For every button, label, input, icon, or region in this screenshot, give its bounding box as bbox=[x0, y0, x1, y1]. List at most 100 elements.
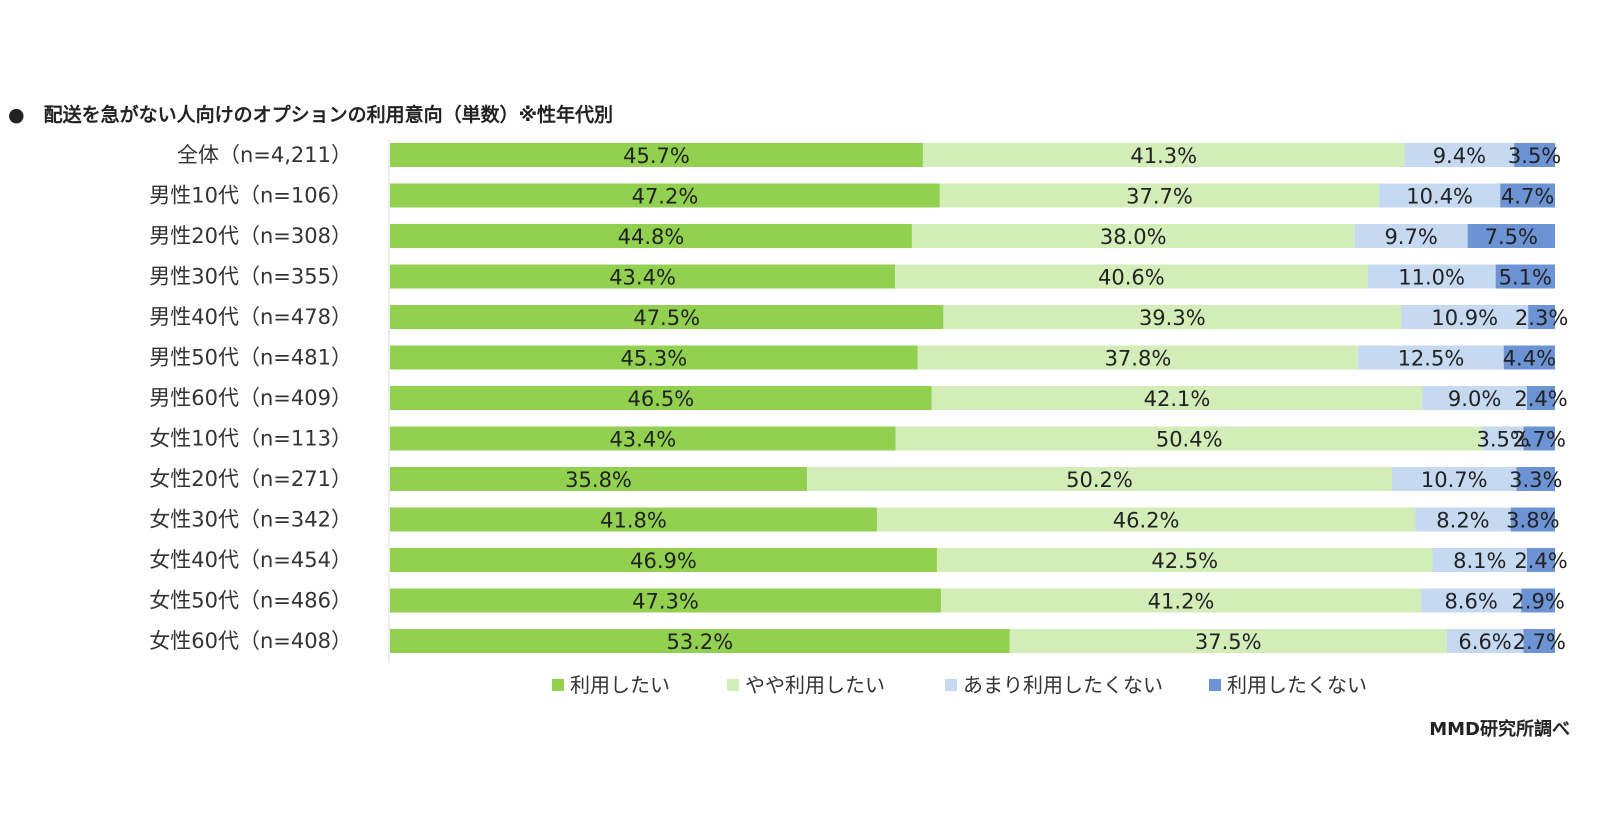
bar-segment bbox=[1510, 507, 1555, 532]
value-label: 5.1% bbox=[1499, 266, 1552, 290]
bar-segment bbox=[1528, 305, 1555, 329]
value-label: 45.3% bbox=[621, 347, 688, 371]
bar-segment bbox=[1379, 183, 1501, 208]
bar-segment bbox=[1391, 467, 1517, 491]
value-label: 50.2% bbox=[1066, 468, 1133, 492]
bar-segment bbox=[1516, 467, 1555, 491]
bar-segment bbox=[390, 305, 944, 329]
bar-segment bbox=[1503, 345, 1555, 370]
bar-segment bbox=[943, 305, 1402, 329]
bar-segment bbox=[1401, 305, 1529, 329]
category-label: 女性60代（n=408） bbox=[149, 629, 352, 653]
bar-segment bbox=[1422, 386, 1528, 410]
value-label: 3.3% bbox=[1509, 468, 1562, 492]
legend-label: 利用したくない bbox=[1227, 673, 1367, 697]
legend-swatch bbox=[552, 679, 564, 691]
value-label: 3.8% bbox=[1506, 509, 1559, 533]
value-label: 12.5% bbox=[1398, 347, 1465, 371]
value-label: 6.6% bbox=[1458, 630, 1511, 654]
value-label: 46.2% bbox=[1113, 509, 1180, 533]
value-label: 10.9% bbox=[1431, 306, 1498, 330]
bar-segment bbox=[807, 467, 1392, 491]
bar-segment bbox=[390, 467, 808, 491]
category-label: 全体（n=4,211） bbox=[177, 143, 352, 167]
bar-segment bbox=[922, 143, 1405, 167]
bar-segment bbox=[1500, 183, 1555, 208]
value-label: 46.5% bbox=[628, 387, 695, 411]
legend-swatch bbox=[1209, 679, 1221, 691]
value-label: 41.3% bbox=[1130, 144, 1197, 168]
bar-segment bbox=[876, 507, 1416, 532]
bar-segment bbox=[1404, 143, 1515, 167]
bar-segment bbox=[390, 143, 923, 167]
value-label: 41.2% bbox=[1148, 590, 1215, 614]
bar-segment bbox=[390, 426, 896, 451]
bar-segment bbox=[390, 386, 932, 410]
value-label: 9.0% bbox=[1448, 387, 1501, 411]
value-label: 9.4% bbox=[1433, 144, 1486, 168]
value-label: 38.0% bbox=[1100, 225, 1167, 249]
value-label: 9.7% bbox=[1384, 225, 1437, 249]
value-label: 10.7% bbox=[1421, 468, 1488, 492]
category-label: 女性40代（n=454） bbox=[149, 548, 352, 572]
bar-segment bbox=[390, 548, 937, 572]
value-label: 42.1% bbox=[1144, 387, 1211, 411]
bar-segment bbox=[917, 345, 1359, 370]
legend-swatch bbox=[727, 679, 739, 691]
bar-segment bbox=[390, 629, 1010, 653]
bar-segment bbox=[1358, 345, 1504, 370]
bar-segment bbox=[1354, 224, 1468, 248]
value-label: 8.1% bbox=[1453, 549, 1506, 573]
value-label: 2.4% bbox=[1514, 549, 1567, 573]
value-label: 47.2% bbox=[632, 185, 699, 209]
value-label: 2.7% bbox=[1513, 630, 1566, 654]
value-label: 42.5% bbox=[1151, 549, 1218, 573]
bar-segment bbox=[936, 548, 1433, 572]
value-label: 4.7% bbox=[1501, 185, 1554, 209]
value-label: 47.5% bbox=[633, 306, 700, 330]
value-label: 7.5% bbox=[1485, 225, 1538, 249]
value-label: 43.4% bbox=[609, 266, 676, 290]
category-label: 男性40代（n=478） bbox=[149, 305, 352, 329]
value-label: 39.3% bbox=[1139, 306, 1206, 330]
category-label: 女性30代（n=342） bbox=[149, 508, 352, 532]
value-label: 43.4% bbox=[609, 428, 676, 452]
value-label: 2.9% bbox=[1511, 590, 1564, 614]
legend-label: やや利用したい bbox=[745, 673, 885, 697]
value-label: 37.5% bbox=[1195, 630, 1262, 654]
value-label: 10.4% bbox=[1406, 185, 1473, 209]
bar-segment bbox=[939, 183, 1380, 208]
value-label: 40.6% bbox=[1098, 266, 1165, 290]
labels-layer: 全体（n=4,211） 45.7% 41.3% 9.4% 3.5% 男性10代（n=106… bbox=[149, 143, 1568, 654]
bar-segment bbox=[1467, 224, 1555, 248]
value-label: 46.9% bbox=[630, 549, 697, 573]
bar-segment bbox=[1527, 548, 1555, 572]
bar-segment bbox=[390, 345, 918, 370]
bar-segment bbox=[1482, 426, 1524, 451]
value-label: 4.4% bbox=[1503, 347, 1556, 371]
bar-segment bbox=[1367, 264, 1496, 289]
bar-segment bbox=[1009, 629, 1447, 653]
bar-segment bbox=[390, 224, 912, 248]
value-label: 8.2% bbox=[1436, 509, 1489, 533]
category-label: 男性50代（n=481） bbox=[149, 346, 352, 370]
bar-segment bbox=[941, 588, 1422, 613]
value-label: 2.3% bbox=[1515, 306, 1568, 330]
category-label: 男性30代（n=355） bbox=[149, 265, 352, 289]
bar-segment bbox=[390, 507, 877, 532]
bar-segment bbox=[1415, 507, 1511, 532]
value-label: 53.2% bbox=[667, 630, 734, 654]
category-label: 男性20代（n=308） bbox=[149, 224, 352, 248]
bar-segment bbox=[1514, 143, 1555, 167]
value-label: 35.8% bbox=[565, 468, 632, 492]
value-label: 45.7% bbox=[623, 144, 690, 168]
value-label: 37.8% bbox=[1105, 347, 1172, 371]
bar-segment bbox=[1495, 264, 1555, 289]
value-label: 41.8% bbox=[600, 509, 667, 533]
value-label: 11.0% bbox=[1398, 266, 1465, 290]
value-label: 47.3% bbox=[632, 590, 699, 614]
value-label: 3.5% bbox=[1508, 144, 1561, 168]
legend-label: あまり利用したくない bbox=[963, 673, 1163, 697]
legend-swatch bbox=[945, 679, 957, 691]
